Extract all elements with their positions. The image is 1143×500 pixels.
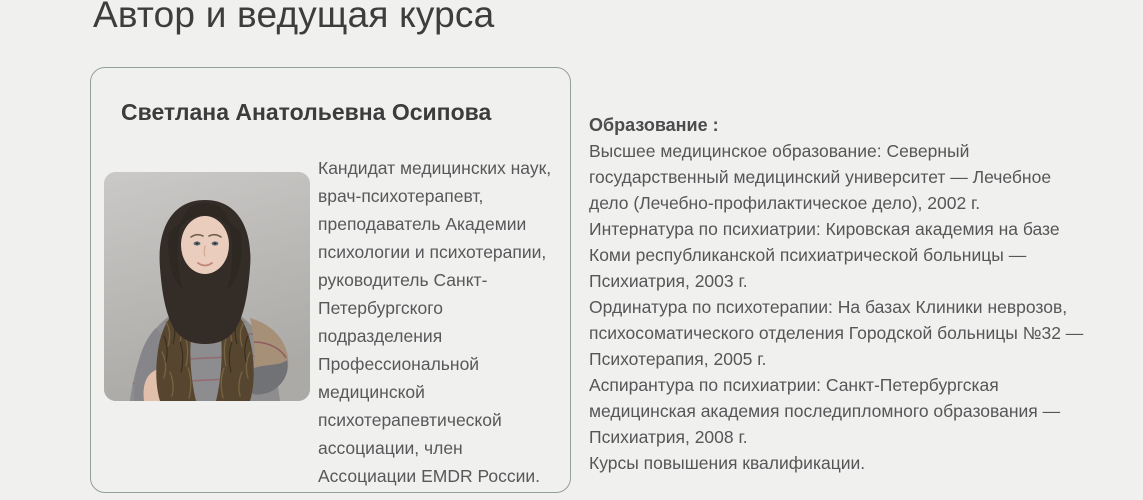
author-card: Светлана Анатольевна Осипова: [90, 67, 571, 493]
author-photo: [104, 172, 310, 401]
page-title: Автор и ведущая курса: [93, 0, 495, 35]
education-heading: Образование :: [589, 115, 719, 135]
author-description: Кандидат медицинских наук, врач-психотер…: [318, 158, 552, 486]
portrait-illustration: [104, 172, 310, 401]
education-text: Высшее медицинское образование: Северный…: [589, 141, 1084, 473]
education-section: Образование : Высшее медицинское образов…: [589, 112, 1134, 476]
author-name: Светлана Анатольевна Осипова: [121, 99, 492, 125]
